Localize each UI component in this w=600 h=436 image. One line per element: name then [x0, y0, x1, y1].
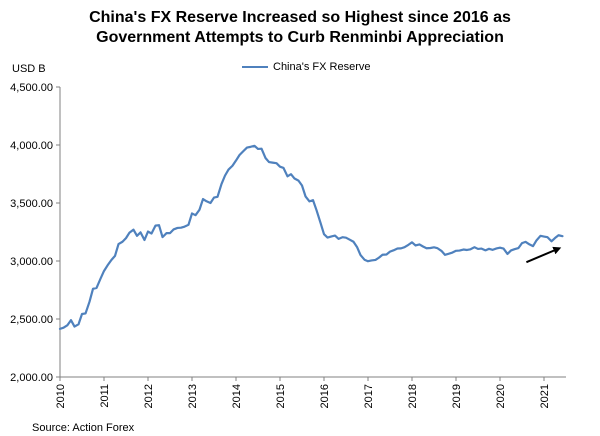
- x-tick-label: 2017: [363, 384, 375, 408]
- x-tick-label: 2013: [187, 384, 199, 408]
- series-line-fx-reserve: [58, 144, 564, 330]
- y-axis-unit-label: USD B: [12, 63, 46, 75]
- y-tick-label: 3,500.00: [10, 198, 53, 210]
- y-axis-ticks: 2,000.00 2,500.00 3,000.00 3,500.00 4,000.00…: [10, 82, 60, 384]
- x-tick-label: 2018: [407, 384, 419, 408]
- x-tick-label: 2012: [143, 384, 155, 408]
- x-tick-label: 2011: [99, 384, 111, 408]
- x-tick-label: 2019: [451, 384, 463, 408]
- x-tick-label: 2010: [55, 384, 67, 408]
- legend-label: China's FX Reserve: [273, 61, 371, 73]
- legend-line-swatch: [242, 66, 268, 68]
- x-tick-label: 2014: [231, 384, 243, 408]
- x-tick-label: 2020: [495, 384, 507, 408]
- plot-area: [60, 87, 566, 377]
- legend: China's FX Reserve: [242, 61, 370, 73]
- x-tick-label: 2015: [275, 384, 287, 408]
- y-tick-label: 2,500.00: [10, 314, 53, 326]
- source-note: Source: Action Forex: [32, 422, 135, 434]
- y-tick-label: 3,000.00: [10, 256, 53, 268]
- y-tick-label: 4,500.00: [10, 82, 53, 94]
- series-group: [58, 144, 564, 330]
- y-tick-label: 2,000.00: [10, 372, 53, 384]
- x-tick-label: 2021: [539, 384, 551, 408]
- annotation-group: [526, 246, 562, 264]
- x-tick-label: 2016: [319, 384, 331, 408]
- y-tick-label: 4,000.00: [10, 140, 53, 152]
- trend-arrow: [526, 246, 562, 264]
- chart-title-line-1: China's FX Reserve Increased so Highest …: [89, 9, 511, 26]
- chart-title-line-2: Government Attempts to Curb Renminbi App…: [96, 29, 504, 46]
- x-axis-ticks: 2010 2011 2012 2013 2014 2015 2016 2017 2018 2019…: [55, 377, 551, 408]
